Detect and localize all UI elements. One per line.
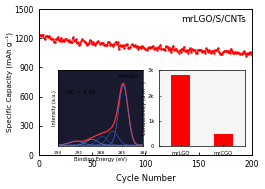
- X-axis label: Cycle Number: Cycle Number: [116, 174, 175, 184]
- Text: mrLGO/S/CNTs: mrLGO/S/CNTs: [181, 15, 246, 24]
- Y-axis label: Specific Capacity (mAh g⁻¹): Specific Capacity (mAh g⁻¹): [6, 32, 13, 132]
